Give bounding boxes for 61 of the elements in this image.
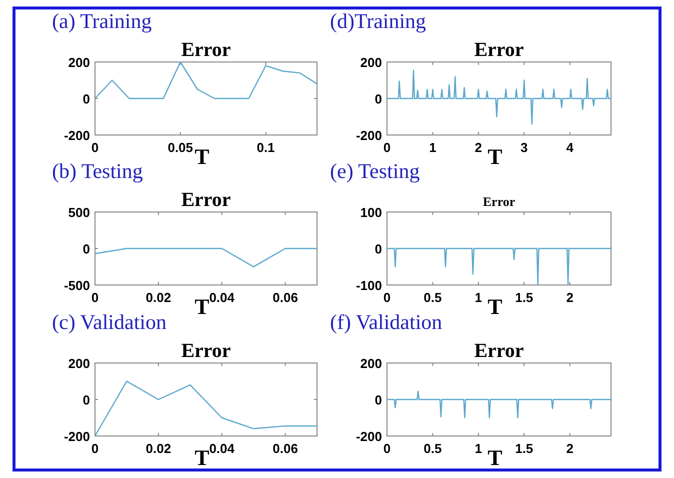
chart-subtitle: Error xyxy=(474,39,524,61)
x-tick-label: 0.02 xyxy=(146,290,172,305)
x-tick-label: 0.1 xyxy=(256,140,275,155)
y-tick-label: -200 xyxy=(64,429,90,444)
x-tick-label: 0.04 xyxy=(209,441,236,456)
chart-title: (d)Training xyxy=(330,9,427,33)
y-tick-label: 200 xyxy=(68,356,90,371)
y-tick-label: -100 xyxy=(356,278,382,293)
y-tick-label: -200 xyxy=(356,429,382,444)
line-series xyxy=(94,380,318,437)
x-axis-title: T xyxy=(194,445,210,470)
line-series xyxy=(386,390,612,418)
x-tick-label: 2 xyxy=(474,140,482,155)
chart-subtitle: Error xyxy=(181,39,231,61)
x-tick-label: 0.06 xyxy=(272,290,298,305)
x-tick-label: 3 xyxy=(520,140,528,155)
x-tick-label: 1.5 xyxy=(515,441,534,456)
x-axis-title: T xyxy=(194,144,210,169)
y-tick-label: 0 xyxy=(374,392,382,408)
chart-subtitle: Error xyxy=(482,194,516,209)
y-tick-label: 200 xyxy=(68,55,90,70)
y-tick-label: 200 xyxy=(360,55,382,70)
x-tick-label: 0.04 xyxy=(209,290,236,305)
x-axis-title: T xyxy=(488,445,503,470)
line-series xyxy=(386,70,612,125)
y-tick-label: 0 xyxy=(82,242,90,256)
x-tick-label: 0.5 xyxy=(424,441,442,456)
y-tick-label: 200 xyxy=(360,356,382,371)
x-axis-title: T xyxy=(194,294,210,319)
x-tick-label: 1 xyxy=(429,140,436,155)
chart-subtitle: Error xyxy=(181,340,231,362)
y-tick-label: 0 xyxy=(82,92,90,106)
x-tick-label: 0.05 xyxy=(168,140,194,155)
x-axis-title: T xyxy=(488,144,503,169)
y-tick-label: -500 xyxy=(64,278,90,293)
y-tick-label: 0 xyxy=(82,392,90,408)
x-tick-label: 0.02 xyxy=(146,441,172,456)
y-tick-label: 500 xyxy=(68,205,90,220)
chart-title: (b) Testing xyxy=(52,159,144,183)
chart-subtitle: Error xyxy=(474,340,524,362)
chart-title: (a) Training xyxy=(52,9,152,33)
line-series xyxy=(386,248,612,286)
chart-subtitle: Error xyxy=(181,189,231,211)
x-tick-label: 1 xyxy=(474,290,482,305)
x-tick-label: 0.06 xyxy=(272,441,298,456)
y-tick-label: 0 xyxy=(374,242,382,256)
y-tick-label: -200 xyxy=(64,128,90,143)
x-tick-label: 0.5 xyxy=(424,290,442,305)
chart-title: (c) Validation xyxy=(52,310,167,334)
line-series xyxy=(94,61,318,100)
chart-title: (f) Validation xyxy=(330,310,443,334)
x-tick-label: 2 xyxy=(566,290,574,305)
y-tick-label: 0 xyxy=(374,92,382,106)
y-tick-label: 100 xyxy=(360,205,382,220)
x-tick-label: 1 xyxy=(474,441,482,456)
y-tick-label: -200 xyxy=(356,128,382,143)
x-tick-label: 1.5 xyxy=(515,290,534,305)
x-tick-label: 4 xyxy=(566,140,574,155)
x-axis-title: T xyxy=(488,294,503,319)
x-tick-label: 2 xyxy=(566,441,574,456)
chart-title: (e) Testing xyxy=(330,159,420,183)
